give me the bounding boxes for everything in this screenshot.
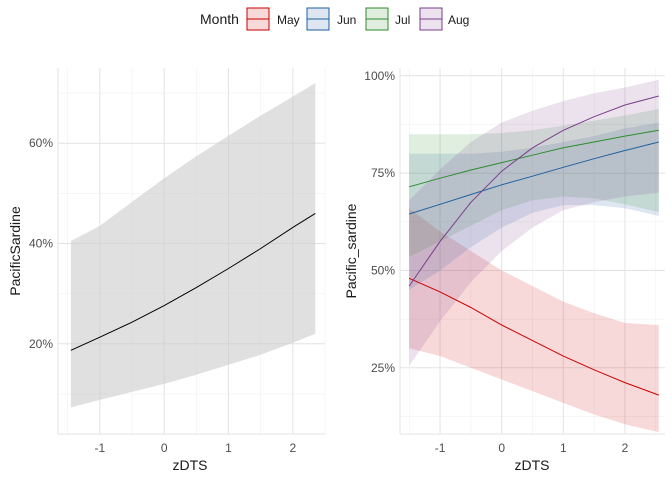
- legend: Month May Jun Jul Aug: [200, 7, 469, 31]
- y-axis-title: Pacific_sardine: [343, 203, 359, 298]
- left-panel: -1 0 1 2 20% 40% 60% zDTS PacificSardine: [7, 68, 326, 473]
- series-line-jun: [409, 141, 659, 215]
- series-line-series: [70, 212, 316, 351]
- series-line-aug: [408, 95, 659, 287]
- legend-entry-jul: Jul: [365, 7, 410, 31]
- x-tick-label: -1: [94, 441, 105, 455]
- right-panel: -1 0 1 2 25% 50% 75% 100% zDTS Pacific_sardine: [343, 68, 665, 473]
- legend-entry-aug: Aug: [419, 7, 469, 31]
- confidence-band-aug: [409, 79, 659, 366]
- y-tick-label: 40%: [29, 236, 53, 250]
- x-tick-label: 2: [289, 441, 296, 455]
- x-tick-label: 2: [622, 441, 629, 455]
- y-tick-label: 25%: [371, 361, 395, 375]
- confidence-band-may: [409, 208, 659, 433]
- y-tick-label: 50%: [371, 263, 395, 277]
- x-tick-label: -1: [435, 441, 446, 455]
- confidence-band-jun: [409, 122, 659, 290]
- y-tick-label: 100%: [364, 69, 395, 83]
- x-tick-label: 0: [161, 441, 168, 455]
- x-axis-title: zDTS: [173, 457, 208, 473]
- legend-entry-may: May: [246, 7, 300, 31]
- y-tick-label: 75%: [371, 166, 395, 180]
- x-tick-label: 1: [560, 441, 567, 455]
- legend-label-may: May: [277, 13, 300, 27]
- y-axis-title: PacificSardine: [7, 206, 23, 296]
- x-axis-title: zDTS: [515, 457, 550, 473]
- x-tick-label: 0: [498, 441, 505, 455]
- confidence-band-jul: [409, 108, 659, 257]
- confidence-band-series: [70, 83, 316, 408]
- legend-title: Month: [200, 11, 239, 27]
- series-line-may: [408, 277, 659, 396]
- legend-label-aug: Aug: [448, 13, 469, 27]
- legend-label-jul: Jul: [395, 13, 410, 27]
- y-tick-label: 20%: [29, 337, 53, 351]
- series-line-jul: [409, 129, 659, 188]
- legend-entry-jun: Jun: [306, 7, 356, 31]
- y-tick-label: 60%: [29, 136, 53, 150]
- x-tick-label: 1: [225, 441, 232, 455]
- legend-label-jun: Jun: [337, 13, 356, 27]
